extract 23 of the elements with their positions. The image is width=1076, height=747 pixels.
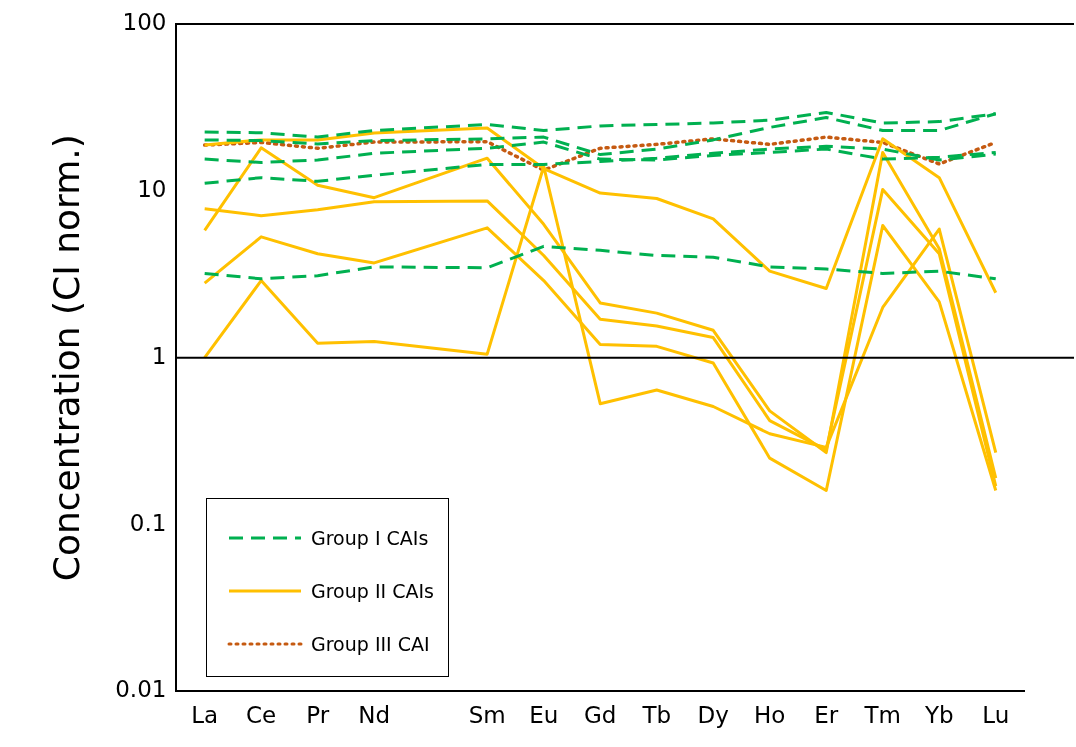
x-tick-label: Yb bbox=[923, 702, 954, 729]
x-tick-label: Tb bbox=[641, 702, 672, 729]
x-tick-label: Gd bbox=[583, 702, 617, 729]
x-tick-label: Nd bbox=[358, 702, 391, 729]
x-tick-label: La bbox=[191, 702, 219, 729]
x-tick-label: Dy bbox=[697, 702, 729, 729]
x-tick-label: Eu bbox=[529, 702, 559, 729]
x-tick-label: Er bbox=[814, 702, 839, 729]
x-tick-label: Sm bbox=[468, 702, 506, 729]
x-tick-label: Lu bbox=[982, 702, 1010, 729]
y-tick-label: 0.1 bbox=[129, 509, 167, 536]
legend-label: Group III CAI bbox=[311, 632, 430, 655]
y-tick-label: 100 bbox=[122, 8, 167, 35]
y-axis-title: Concentration (CI norm.) bbox=[45, 134, 87, 582]
legend-label: Group II CAIs bbox=[311, 579, 434, 602]
x-tick-label: Ho bbox=[754, 702, 786, 729]
x-tick-label: Ce bbox=[246, 702, 277, 729]
y-tick-label: 10 bbox=[137, 175, 167, 202]
x-tick-label: Pr bbox=[306, 702, 330, 729]
y-tick-label: 0.01 bbox=[115, 676, 167, 703]
y-tick-label: 1 bbox=[151, 342, 167, 369]
x-tick-label: Tm bbox=[863, 702, 901, 729]
legend-label: Group I CAIs bbox=[311, 526, 429, 549]
